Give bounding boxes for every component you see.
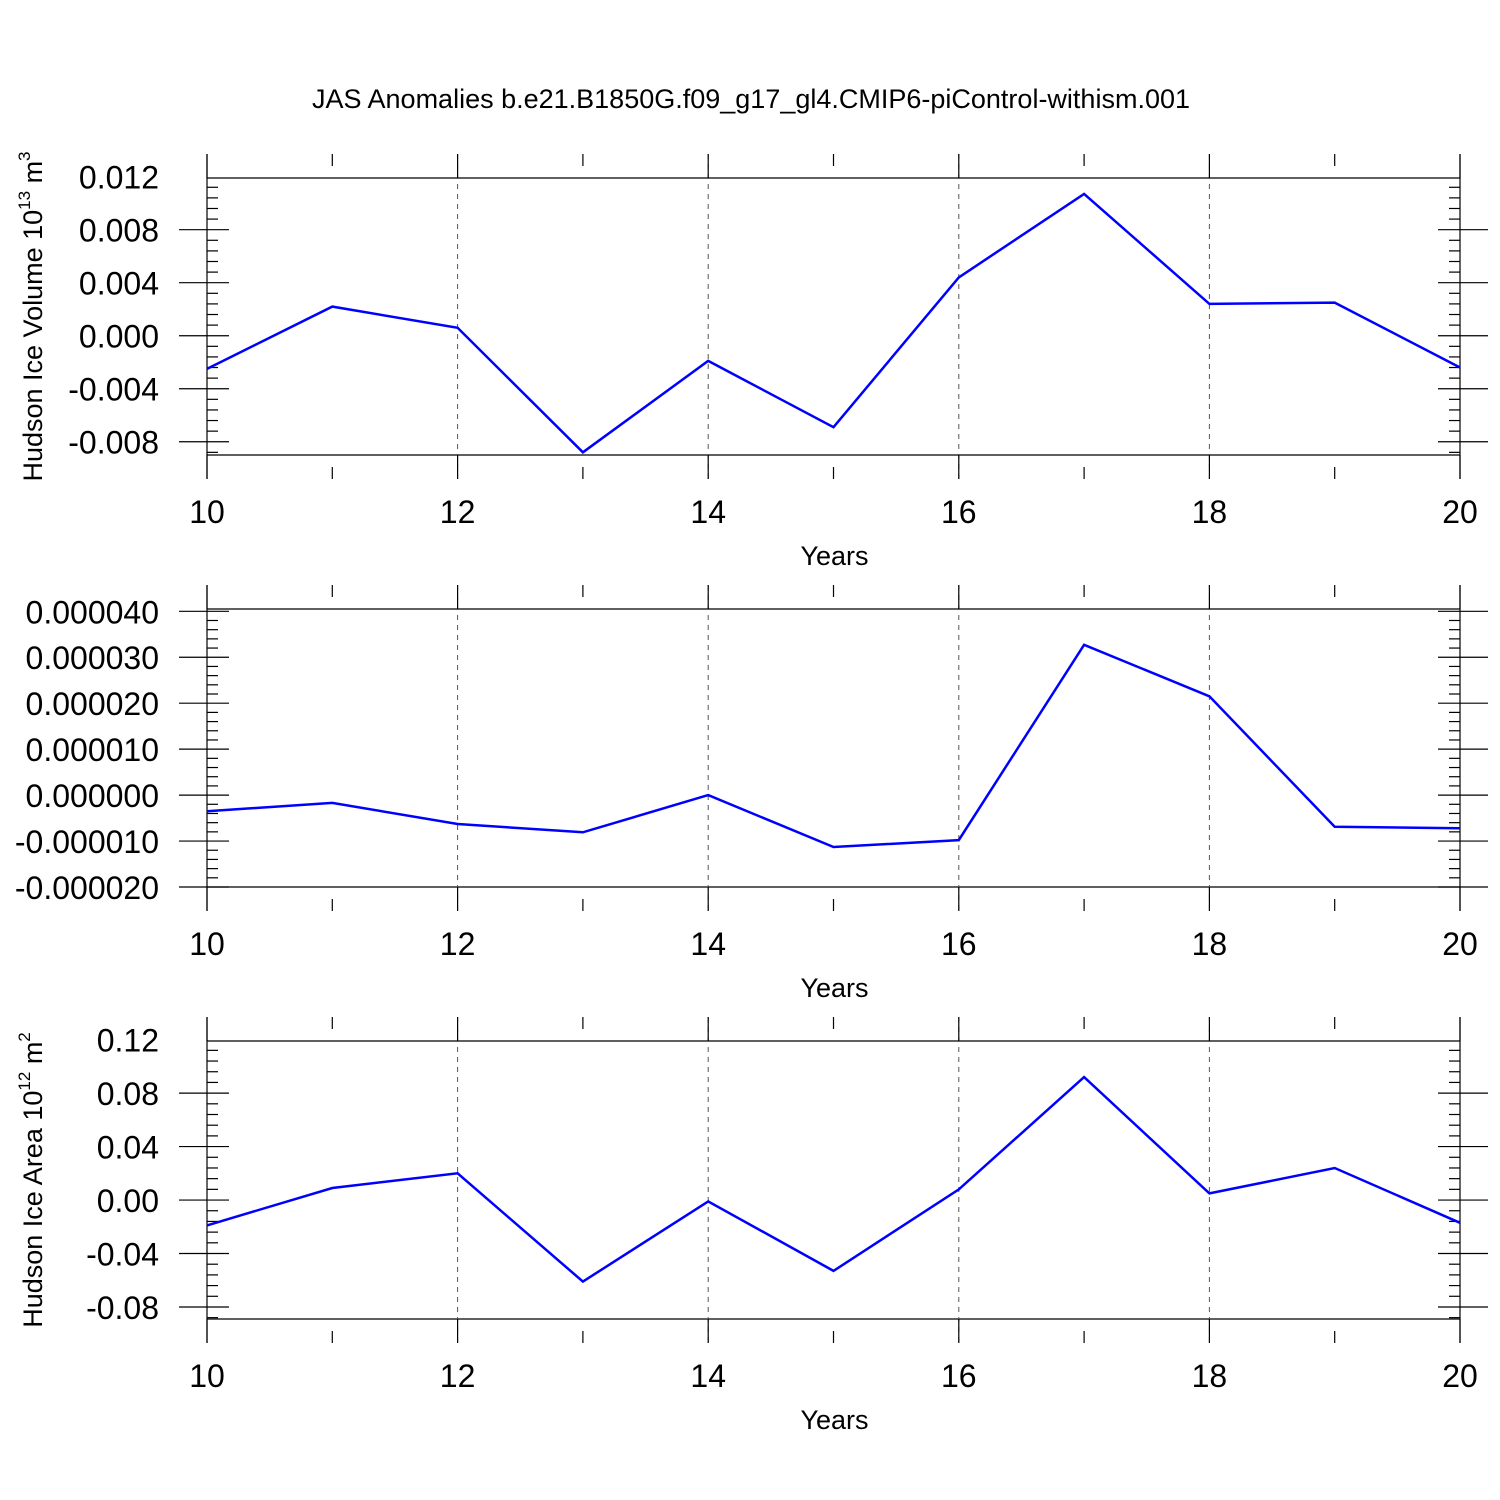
y-tick-label: -0.000010 (15, 824, 159, 860)
x-tick-label: 14 (690, 1358, 726, 1394)
x-axis-title: Years (800, 541, 868, 571)
x-tick-label: 14 (690, 926, 726, 962)
x-tick-label: 14 (690, 494, 726, 530)
y-tick-label: 0.000030 (26, 640, 159, 676)
series-line-1 (206, 1075, 1461, 1284)
y-tick-label: -0.08 (86, 1290, 159, 1326)
x-tick-label: 12 (440, 926, 476, 962)
y-tick-label: 0.012 (79, 160, 159, 196)
y-tick-label: 0.04 (97, 1130, 159, 1166)
x-tick-label: 12 (440, 1358, 476, 1394)
x-tick-label: 16 (941, 1358, 977, 1394)
y-tick-label: 0.08 (97, 1076, 159, 1112)
x-tick-label: 20 (1442, 1358, 1478, 1394)
y-tick-label: 0.000000 (26, 778, 159, 814)
y-axis-title: Hudson Ice Area 1012 m2 (15, 1032, 48, 1328)
figure-title: JAS Anomalies b.e21.B1850G.f09_g17_gl4.C… (312, 84, 1190, 114)
x-axis-title: Years (800, 1405, 868, 1435)
y-tick-label: 0.000040 (26, 594, 159, 630)
x-tick-label: 12 (440, 494, 476, 530)
x-tick-label: 20 (1442, 926, 1478, 962)
y-tick-label: 0.008 (79, 213, 159, 249)
x-axis-title: Years (800, 973, 868, 1003)
x-tick-label: 16 (941, 926, 977, 962)
series-line-1 (206, 643, 1461, 849)
y-tick-label: 0.000 (79, 319, 159, 355)
panels: 10 12 14 16 18 20 Years 0.012 0.008 0.004 0.000 -0.… (15, 151, 1488, 1435)
x-tick-label: 10 (189, 926, 225, 962)
y-tick-label: 0.12 (97, 1023, 159, 1059)
panel-2: 10 12 14 16 18 20 Years 0.000040 0.000030 0.00002… (15, 585, 1488, 1003)
x-tick-label: 10 (189, 1358, 225, 1394)
y-axis-title: Hudson Ice Volume 1013 m3 (15, 151, 48, 481)
x-tick-label: 18 (1192, 494, 1228, 530)
y-tick-label: -0.008 (68, 425, 159, 461)
x-tick-label: 20 (1442, 494, 1478, 530)
panel-1: 10 12 14 16 18 20 Years 0.012 0.008 0.004 0.000 -0.… (15, 151, 1488, 571)
y-tick-label: -0.004 (68, 372, 159, 408)
y-tick-label: 0.000020 (26, 686, 159, 722)
x-tick-label: 18 (1192, 1358, 1228, 1394)
panel-3: 10 12 14 16 18 20 Years 0.12 0.08 0.04 0.00 -0.04 -0… (15, 1017, 1488, 1435)
y-tick-label: 0.004 (79, 266, 159, 302)
x-tick-label: 10 (189, 494, 225, 530)
y-tick-label: -0.000020 (15, 870, 159, 906)
y-tick-label: -0.04 (86, 1237, 159, 1273)
y-tick-label: 0.000010 (26, 732, 159, 768)
series-line-1 (206, 192, 1461, 454)
x-tick-label: 18 (1192, 926, 1228, 962)
x-tick-label: 16 (941, 494, 977, 530)
y-tick-label: 0.00 (97, 1183, 159, 1219)
